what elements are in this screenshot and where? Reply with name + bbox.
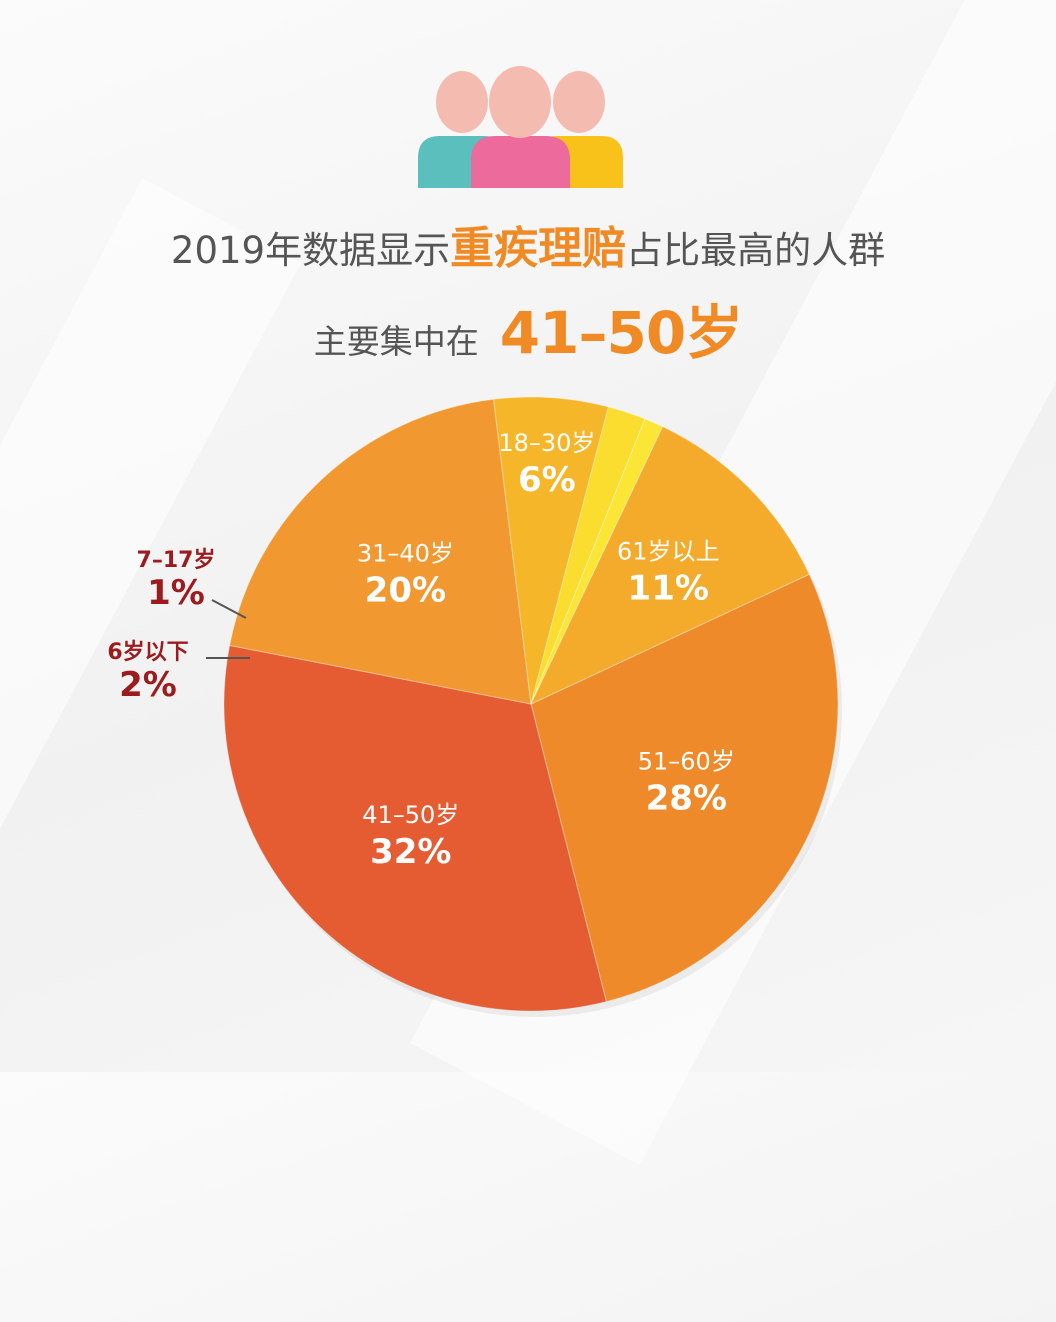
leader-line-7-17 [211,599,247,619]
pie-chart: 51–60岁 28% 41–50岁 32% 31–40岁 20% 18–30岁 6% 61岁以上… [206,396,842,1017]
slice-name-31-40: 31–40岁 [357,539,454,567]
headline-age-highlight: 41–50岁 [499,299,743,367]
headline-highlight: 重疾理赔 [450,223,627,274]
slice-pct-31-40: 20% [365,570,446,610]
headline-prefix: 2019年数据显示 [170,229,451,272]
slice-name-61-plus: 61岁以上 [617,538,720,566]
pie-slice-51-60 [530,573,839,1003]
slice-pct-41-50: 32% [370,832,451,872]
slice-pct-51-60: 28% [646,779,727,819]
pie-slice-7-17 [530,418,664,705]
pie-slice-41-50 [223,644,607,1012]
headline-line-1: 2019年数据显示重疾理赔占比最高的人群 [0,212,1056,276]
pie-slice-under-6 [530,406,646,705]
pie-slices [223,396,839,1012]
slice-pct-61-plus: 11% [628,569,709,609]
slice-name-7-17: 7–17岁 [136,548,216,573]
label-7-17: 7–17岁 1% [122,548,230,612]
person-center-icon [471,66,570,188]
slice-name-18-30: 18–30岁 [498,429,595,457]
slice-pct-under-6: 2% [119,665,177,705]
slice-name-under-6: 6岁以下 [107,640,189,665]
slice-name-51-60: 51–60岁 [638,748,735,776]
pie-slice-61-plus [529,426,810,706]
pie-slice-31-40 [229,398,532,705]
pie-slice-18-30 [493,396,609,705]
slice-pct-7-17: 1% [147,573,205,613]
headline-suffix: 占比最高的人群 [626,229,886,272]
label-under-6: 6岁以下 2% [93,640,203,704]
people-group-icon [418,66,623,188]
headline-line-2: 主要集中在 41–50岁 [0,286,1056,370]
slice-name-41-50: 41–50岁 [362,801,459,829]
headline-line2-prefix: 主要集中在 [313,322,479,361]
pie-labels: 51–60岁 28% 41–50岁 32% 31–40岁 20% 18–30岁 6% 61岁以上… [357,429,735,872]
slice-pct-18-30: 6% [518,460,576,500]
